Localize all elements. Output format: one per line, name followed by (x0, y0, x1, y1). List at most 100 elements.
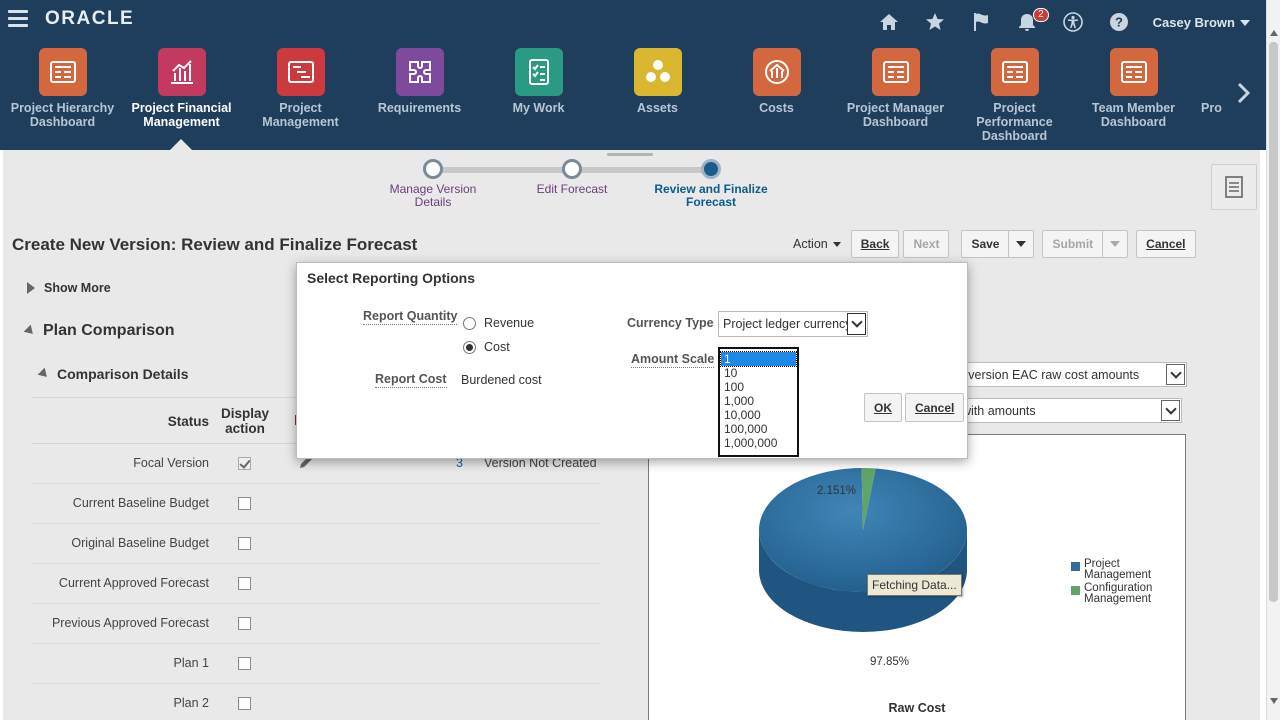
report-quantity-cost-radio[interactable]: Cost (463, 340, 510, 354)
springboard-item-costs[interactable]: Costs (717, 48, 836, 115)
chevron-down-icon (1164, 402, 1177, 415)
springboard-item-team-member-dashboard[interactable]: Team Member Dashboard (1074, 48, 1193, 129)
action-menu[interactable]: Action (793, 237, 841, 251)
currency-type-select[interactable]: Project ledger currency (718, 311, 868, 337)
amount-scale-option[interactable]: 100,000 (724, 422, 768, 436)
submit-options-button[interactable] (1103, 230, 1129, 258)
submit-button[interactable]: Submit (1042, 230, 1104, 258)
column-header-status[interactable]: Status (167, 414, 209, 429)
amount-scale-option[interactable]: 10 (724, 366, 738, 380)
springboard-item-project-performance-dashboard[interactable]: Project Performance Dashboard (955, 48, 1074, 144)
column-header-display-action[interactable]: Display action (220, 406, 270, 436)
chevron-down-icon (1169, 366, 1182, 379)
dashboard-icon (871, 48, 920, 96)
amount-scale-option[interactable]: 1 (720, 351, 797, 367)
train-stop-review-and-finalize-forecast[interactable]: Review and Finalize Forecast (651, 158, 771, 209)
accessibility-icon[interactable] (1061, 10, 1085, 34)
chart-title: Raw Cost (888, 701, 946, 715)
amount-scale-option[interactable]: 1,000 (724, 394, 755, 408)
table-row: Current Approved Forecast (32, 564, 600, 604)
gantt-icon (276, 48, 325, 96)
train-stop-manage-version-details[interactable]: Manage Version Details (373, 158, 493, 209)
show-more-toggle[interactable]: Show More (27, 281, 111, 295)
display-checkbox[interactable] (238, 657, 251, 670)
pie-slice-configuration-management[interactable] (861, 468, 876, 530)
version-number-link[interactable]: 3 (456, 456, 463, 470)
radio-button (463, 316, 476, 330)
dialog-title: Select Reporting Options (307, 270, 476, 286)
panel-grab-handle[interactable] (607, 153, 653, 156)
page-toolbar: Action Back Next Save Submit Cancel (793, 230, 1196, 258)
report-quantity-revenue-radio[interactable]: Revenue (463, 316, 534, 330)
save-button[interactable]: Save (961, 230, 1010, 258)
home-icon[interactable] (877, 10, 901, 34)
springboard: Project Hierarchy Dashboard Project Fina… (0, 48, 1230, 144)
favorites-star-icon[interactable] (923, 10, 947, 34)
amount-scale-option[interactable]: 10,000 (724, 408, 761, 422)
springboard-next-arrow-icon[interactable] (1234, 78, 1254, 108)
assets-circles-icon (633, 48, 682, 96)
comparison-table: Status Display action Focal Version 3 Ve… (32, 397, 600, 720)
edit-pencil-icon[interactable] (298, 454, 314, 470)
springboard-item-partial[interactable]: Pro (1201, 101, 1222, 115)
display-checkbox[interactable] (238, 537, 251, 550)
table-row: Plan 2 (32, 684, 600, 720)
expand-triangle-icon (27, 282, 35, 294)
navigator-menu-icon[interactable] (8, 10, 28, 28)
plan-comparison-header[interactable]: Plan Comparison (23, 322, 175, 340)
side-panel-toggle[interactable] (1211, 164, 1257, 210)
table-row: Original Baseline Budget (32, 524, 600, 564)
amount-scale-option[interactable]: 100 (724, 380, 745, 394)
collapse-triangle-icon (37, 367, 51, 381)
scroll-down-icon[interactable] (1270, 698, 1278, 704)
scroll-up-icon[interactable] (1270, 30, 1278, 36)
back-button[interactable]: Back (850, 230, 900, 258)
display-checkbox[interactable] (238, 697, 251, 710)
dashboard-icon (38, 48, 87, 96)
springboard-item-project-financial-management[interactable]: Project Financial Management (122, 48, 241, 129)
scroll-thumb[interactable] (1269, 42, 1278, 602)
user-menu[interactable]: Casey Brown (1153, 15, 1250, 30)
legend-item-configuration-management[interactable]: Configuration Management (1071, 582, 1185, 605)
amount-scale-listbox[interactable]: 1 10 100 1,000 10,000 100,000 1,000,000 (718, 347, 799, 457)
comparison-basis-select[interactable]: l version EAC raw cost amounts (953, 362, 1187, 387)
save-options-button[interactable] (1009, 230, 1035, 258)
springboard-item-project-management[interactable]: Project Management (241, 48, 360, 129)
table-row: Current Baseline Budget (32, 484, 600, 524)
ok-button[interactable]: OK (864, 393, 902, 422)
display-checkbox[interactable] (238, 617, 251, 630)
springboard-item-my-work[interactable]: My Work (479, 48, 598, 115)
dialog-cancel-button[interactable]: Cancel (905, 393, 965, 422)
notification-count-badge: 2 (1033, 8, 1049, 22)
amount-scale-option[interactable]: 1,000,000 (724, 436, 778, 450)
raw-cost-pie-chart: 2.151% 97.85% Project Management Configu… (648, 434, 1186, 720)
page-scrollbar[interactable] (1266, 0, 1280, 720)
notifications-bell-icon[interactable]: 2 (1015, 8, 1049, 34)
slice-label-project-management: 97.85% (870, 656, 910, 668)
springboard-item-project-hierarchy-dashboard[interactable]: Project Hierarchy Dashboard (3, 48, 122, 129)
display-option-select[interactable]: with amounts (953, 398, 1182, 423)
springboard-item-assets[interactable]: Assets (598, 48, 717, 115)
legend-item-project-management[interactable]: Project Management (1071, 558, 1185, 581)
comparison-details-header[interactable]: Comparison Details (37, 366, 188, 382)
display-checkbox[interactable] (238, 497, 251, 510)
select-reporting-options-dialog: Select Reporting Options Report Quantity… (296, 262, 968, 459)
process-train: Manage Version Details Edit Forecast Rev… (387, 158, 787, 218)
table-row: Focal Version 3 Version Not Created (32, 444, 600, 484)
chevron-down-icon (1110, 241, 1121, 247)
fetching-data-tooltip: Fetching Data... (867, 574, 962, 596)
checklist-icon (514, 48, 563, 96)
springboard-item-project-manager-dashboard[interactable]: Project Manager Dashboard (836, 48, 955, 129)
pie-slice-project-management[interactable] (759, 468, 967, 592)
display-checkbox[interactable] (238, 457, 251, 470)
next-button[interactable]: Next (903, 230, 950, 258)
train-stop-edit-forecast[interactable]: Edit Forecast (512, 158, 632, 196)
pie-canvas (759, 468, 967, 632)
cancel-button[interactable]: Cancel (1136, 230, 1196, 258)
help-icon[interactable]: ? (1107, 10, 1131, 34)
springboard-item-requirements[interactable]: Requirements (360, 48, 479, 115)
watchlist-flag-icon[interactable] (969, 10, 993, 34)
display-checkbox[interactable] (238, 577, 251, 590)
page-title: Create New Version: Review and Finalize … (12, 235, 418, 254)
collapse-triangle-icon (23, 324, 37, 338)
